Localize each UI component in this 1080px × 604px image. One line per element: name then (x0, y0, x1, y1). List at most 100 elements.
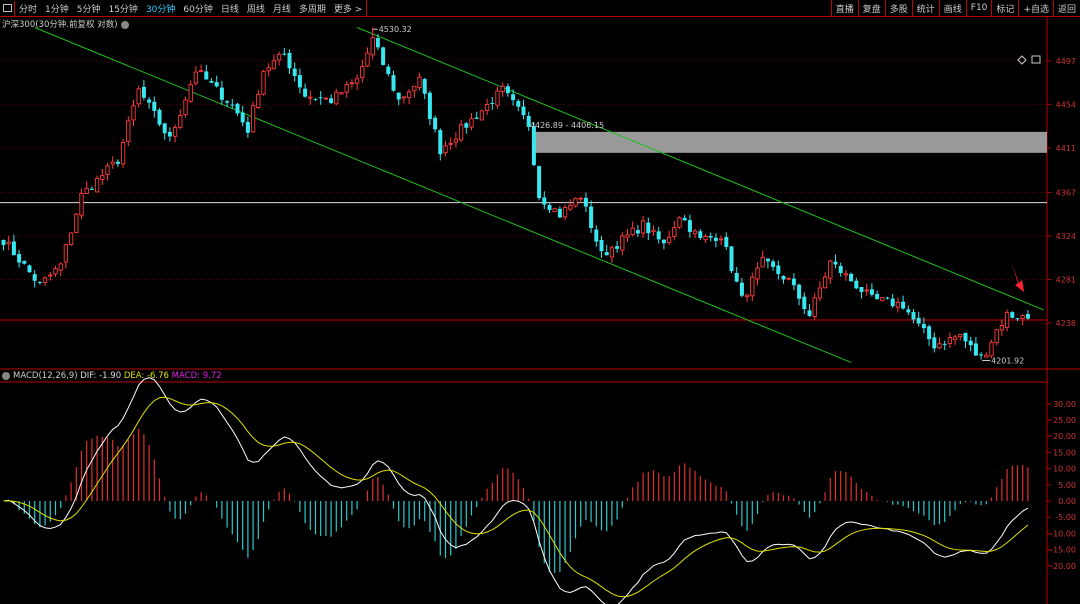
period-tab[interactable]: 日线 (220, 4, 239, 15)
candle (438, 128, 443, 161)
candle (869, 283, 874, 297)
candle-body (578, 197, 583, 200)
chevron-down-icon[interactable] (120, 20, 129, 29)
candle-body (916, 317, 921, 324)
candle (589, 200, 594, 233)
candle-body (230, 104, 235, 106)
candle (84, 181, 89, 194)
period-tab[interactable]: 分时 (19, 4, 38, 15)
candle (615, 240, 620, 253)
candle-body (339, 92, 344, 95)
candle-body (271, 60, 277, 70)
candle-body (812, 297, 817, 317)
candle-body (329, 98, 334, 104)
candle (1004, 309, 1010, 332)
candle (297, 68, 302, 94)
candle-body (937, 343, 942, 349)
candle-body (11, 241, 16, 256)
candle-body (79, 192, 84, 216)
candle (344, 81, 349, 98)
candle (157, 108, 162, 127)
candle-body (672, 227, 677, 237)
period-tab[interactable]: 更多 > (333, 4, 363, 15)
candle-body (547, 205, 552, 211)
candle-body (557, 208, 562, 218)
candle-body (1025, 314, 1030, 319)
candle (635, 224, 640, 238)
candle-body (479, 110, 485, 121)
candle (963, 332, 968, 349)
candle-body (318, 97, 323, 99)
candle-body (859, 287, 864, 293)
toolbar-button[interactable]: 画线 (938, 0, 966, 16)
period-tab[interactable]: 15分钟 (108, 4, 138, 15)
candle-body (516, 100, 521, 107)
candle (927, 324, 932, 346)
toolbar-button[interactable]: 复盘 (857, 0, 885, 16)
candle-body (807, 310, 812, 316)
candle (947, 332, 953, 348)
candle-body (438, 130, 443, 155)
candle (692, 228, 698, 238)
candle (17, 249, 22, 268)
candle (771, 259, 776, 271)
candle-body (661, 239, 666, 244)
candle (303, 83, 308, 98)
candle-body (89, 188, 94, 190)
toolbar-button[interactable]: +自选 (1018, 0, 1053, 16)
candle-body (495, 90, 500, 106)
candle-body (594, 229, 599, 242)
candle (147, 96, 152, 109)
candle (287, 49, 292, 75)
candle (406, 89, 412, 104)
candle (932, 332, 937, 353)
candle (760, 250, 765, 268)
candle-body (906, 309, 911, 313)
candle (739, 277, 744, 298)
toolbar-button[interactable]: 统计 (911, 0, 939, 16)
candle (178, 109, 183, 130)
candle-body (890, 298, 895, 307)
macd-tick-label: 0.00 (1058, 497, 1076, 506)
candle (854, 277, 859, 290)
panel-toggle-icon[interactable] (0, 0, 15, 16)
candle-body (464, 123, 469, 128)
period-tab[interactable]: 60分钟 (183, 4, 213, 15)
macd-tick-label: -20.00 (1050, 562, 1076, 571)
candle-body (521, 106, 526, 116)
period-tab[interactable]: 30分钟 (145, 4, 176, 15)
candle-body (677, 217, 682, 228)
dif-line (3, 377, 1029, 604)
diamond-icon (1017, 55, 1027, 65)
period-tab[interactable]: 多周期 (298, 4, 326, 15)
candle-body (204, 71, 209, 80)
chart-title[interactable]: 沪深300(30分钟.前复权 对数) (2, 18, 129, 30)
period-tab[interactable]: 月线 (272, 4, 291, 15)
candle (183, 96, 188, 118)
candle (495, 87, 500, 109)
candle (490, 96, 495, 110)
toolbar-button[interactable]: F10 (965, 0, 992, 16)
price-tick-label: 4367 (1056, 188, 1076, 197)
period-tab[interactable]: 周线 (246, 4, 265, 15)
candle (230, 98, 235, 109)
candle-body (235, 103, 240, 114)
period-tab[interactable]: 1分钟 (45, 4, 69, 15)
toolbar-button[interactable]: 多股 (884, 0, 912, 16)
candle-body (968, 340, 973, 346)
candle-body (921, 324, 926, 329)
period-tab[interactable]: 5分钟 (76, 4, 101, 15)
candle (906, 305, 911, 316)
candle-body (989, 341, 994, 357)
candle-body (724, 236, 729, 247)
candle (27, 264, 32, 273)
candle-body (864, 289, 869, 292)
chevron-down-icon[interactable] (2, 371, 10, 380)
candle (672, 220, 677, 241)
candle-body (370, 37, 375, 56)
toolbar-button[interactable]: 直播 (830, 0, 858, 16)
candle (734, 267, 739, 283)
toolbar-button[interactable]: 返回 (1052, 0, 1080, 16)
toolbar-button[interactable]: 标记 (991, 0, 1018, 16)
